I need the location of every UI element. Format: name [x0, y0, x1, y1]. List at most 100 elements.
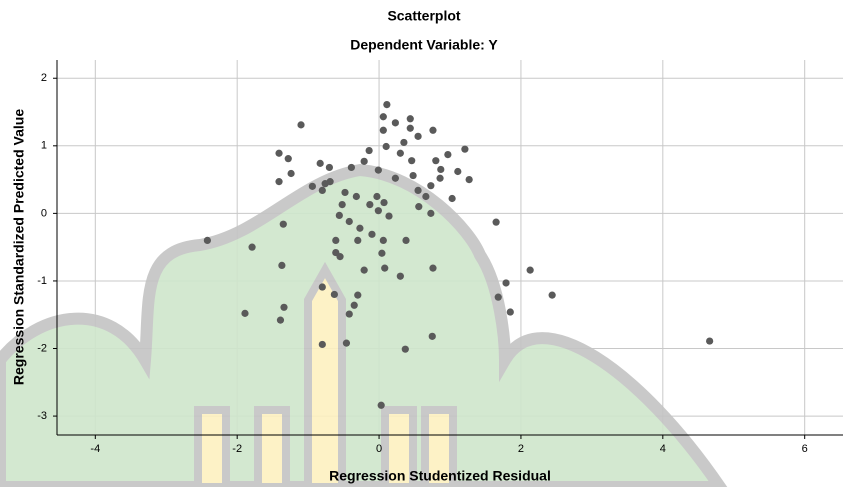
point [454, 168, 461, 175]
point [397, 150, 404, 157]
point [507, 308, 514, 315]
point [527, 267, 534, 274]
point [381, 265, 388, 272]
point [392, 119, 399, 126]
watermark [0, 170, 720, 487]
chart-title: Scatterplot [387, 8, 460, 24]
point [378, 250, 385, 257]
point [366, 201, 373, 208]
point [287, 170, 294, 177]
point [380, 127, 387, 134]
point [309, 183, 316, 190]
point [415, 203, 422, 210]
point [380, 199, 387, 206]
page: Scatterplot Dependent Variable: Y Regres… [0, 0, 848, 487]
point [354, 292, 361, 299]
point [383, 101, 390, 108]
watermark-shape [198, 410, 226, 487]
point [322, 180, 329, 187]
point [361, 267, 368, 274]
point [502, 279, 509, 286]
point [706, 337, 713, 344]
point [375, 207, 382, 214]
point [392, 175, 399, 182]
y-tick-label: 0 [41, 207, 47, 219]
point [408, 157, 415, 164]
point [204, 237, 211, 244]
point [495, 294, 502, 301]
chart: Scatterplot Dependent Variable: Y Regres… [0, 0, 848, 487]
point [422, 193, 429, 200]
point [241, 310, 248, 317]
y-tick-label: -2 [37, 342, 47, 354]
x-axis-label: Regression Studentized Residual [329, 468, 551, 484]
point [402, 346, 409, 353]
point [375, 167, 382, 174]
y-tick-label: 2 [41, 72, 47, 84]
chart-subtitle: Dependent Variable: Y [350, 37, 498, 53]
point [331, 291, 338, 298]
point [326, 164, 333, 171]
point [414, 187, 421, 194]
point [317, 160, 324, 167]
point [380, 237, 387, 244]
point [427, 210, 434, 217]
point [336, 212, 343, 219]
x-tick-label: 6 [802, 443, 808, 455]
point [400, 139, 407, 146]
point [493, 219, 500, 226]
point [275, 150, 282, 157]
point [319, 187, 326, 194]
y-tick-label: -1 [37, 275, 47, 287]
point [343, 340, 350, 347]
point [319, 341, 326, 348]
y-axis-label: Regression Standardized Predicted Value [11, 109, 27, 385]
point [414, 133, 421, 140]
point [385, 212, 392, 219]
point [332, 237, 339, 244]
point [407, 125, 414, 132]
point [351, 302, 358, 309]
point [432, 157, 439, 164]
point [280, 221, 287, 228]
watermark-shape [308, 270, 342, 487]
point [380, 113, 387, 120]
point [436, 175, 443, 182]
point [354, 237, 361, 244]
x-tick-label: -4 [90, 443, 100, 455]
point [346, 310, 353, 317]
point [285, 155, 292, 162]
point [402, 237, 409, 244]
point [427, 182, 434, 189]
point [280, 304, 287, 311]
point [461, 146, 468, 153]
point [410, 172, 417, 179]
point [366, 147, 373, 154]
point [449, 195, 456, 202]
point [346, 218, 353, 225]
point [361, 158, 368, 165]
point [341, 189, 348, 196]
point [407, 115, 414, 122]
point [437, 166, 444, 173]
point [373, 193, 380, 200]
point [336, 253, 343, 260]
watermark-shape [258, 410, 286, 487]
point [549, 292, 556, 299]
point [277, 317, 284, 324]
point [356, 225, 363, 232]
y-tick-label: -3 [37, 410, 47, 422]
point [429, 265, 436, 272]
point [348, 164, 355, 171]
point [297, 121, 304, 128]
point [397, 273, 404, 280]
point [319, 283, 326, 290]
point [368, 231, 375, 238]
point [466, 176, 473, 183]
point [429, 333, 436, 340]
point [275, 178, 282, 185]
x-tick-label: 2 [518, 443, 524, 455]
point [383, 143, 390, 150]
point [429, 127, 436, 134]
point [444, 151, 451, 158]
